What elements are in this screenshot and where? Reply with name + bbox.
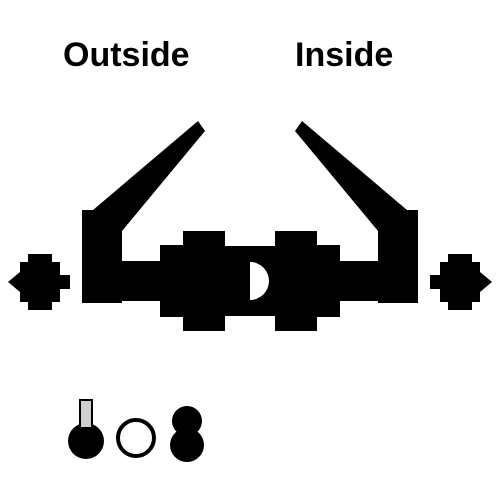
double-cylinder-icon	[170, 406, 204, 462]
diagram-container: Outside Inside	[0, 0, 500, 500]
latch-body	[225, 246, 275, 316]
lockset-diagram	[0, 0, 500, 500]
inside-lever-assembly	[270, 121, 418, 331]
outside-cylinder	[8, 254, 70, 310]
outside-lever-assembly	[82, 121, 230, 331]
cylinder-with-key-icon	[68, 400, 104, 459]
inside-cylinder	[430, 254, 492, 310]
open-cylinder-icon	[118, 420, 154, 456]
